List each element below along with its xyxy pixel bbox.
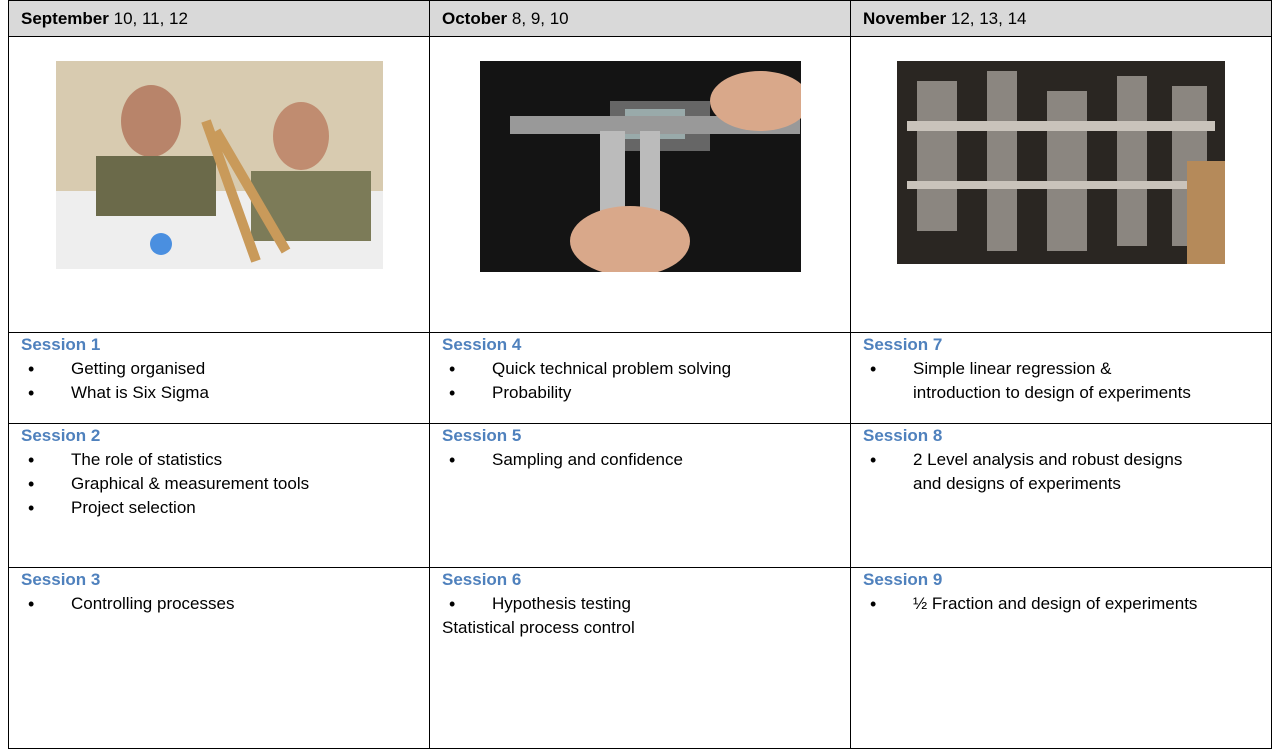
session-title: Session 8 [863, 426, 943, 445]
image-cell [8, 36, 430, 333]
month: October [442, 8, 508, 28]
days: 8, 9, 10 [511, 8, 569, 28]
session-text: Statistical process control [442, 618, 635, 637]
session-item: Project selection [21, 496, 361, 520]
session-item: Graphical & measurement tools [21, 472, 361, 496]
session-item: Getting organised [21, 357, 361, 381]
session-item: The role of statistics [21, 448, 361, 472]
session-item: Sampling and confidence [442, 448, 782, 472]
schedule-table: September 10, 11, 12 October 8, 9, 10 Nove… [8, 0, 1272, 749]
session-cell: Session 2 The role of statisticsGraphical… [8, 423, 430, 568]
month: September [21, 8, 109, 28]
session-item: Quick technical problem solving [442, 357, 782, 381]
header-cell: October 8, 9, 10 [429, 0, 851, 37]
session-item: ½ Fraction and design of experiments [863, 592, 1203, 616]
session-item: Hypothesis testing [442, 592, 782, 616]
photo [55, 61, 383, 269]
session-cell: Session 8 2 Level analysis and robust des… [850, 423, 1272, 568]
header-cell: September 10, 11, 12 [8, 0, 430, 37]
session-title: Session 2 [21, 426, 101, 445]
session-item: 2 Level analysis and robust designs and … [863, 448, 1203, 496]
session-cell: Session 3 Controlling processes [8, 567, 430, 749]
session-row: Session 1 Getting organisedWhat is Six Si… [8, 332, 1272, 424]
session-title: Session 1 [21, 335, 101, 354]
image-row [8, 36, 1272, 333]
session-items: ½ Fraction and design of experiments [863, 592, 1259, 616]
session-item: Simple linear regression & introduction … [863, 357, 1203, 405]
session-item: Controlling processes [21, 592, 361, 616]
session-items: Controlling processes [21, 592, 417, 616]
session-title: Session 6 [442, 570, 522, 589]
header-cell: November 12, 13, 14 [850, 0, 1272, 37]
image-cell [429, 36, 851, 333]
session-items: Simple linear regression & introduction … [863, 357, 1259, 405]
photo [897, 61, 1225, 264]
session-cell: Session 4 Quick technical problem solving… [429, 332, 851, 424]
session-title: Session 4 [442, 335, 522, 354]
header-row: September 10, 11, 12 October 8, 9, 10 Nove… [8, 0, 1272, 37]
session-row: Session 2 The role of statisticsGraphical… [8, 423, 1272, 568]
session-items: Getting organisedWhat is Six Sigma [21, 357, 417, 405]
month: November [863, 8, 947, 28]
session-title: Session 7 [863, 335, 943, 354]
session-item: What is Six Sigma [21, 381, 361, 405]
days: 12, 13, 14 [950, 8, 1027, 28]
session-cell: Session 6 Hypothesis testing Statistical p… [429, 567, 851, 749]
session-row: Session 3 Controlling processes Session 6 H… [8, 567, 1272, 749]
session-title: Session 5 [442, 426, 522, 445]
photo [479, 61, 810, 276]
session-items: Sampling and confidence [442, 448, 838, 472]
session-items: 2 Level analysis and robust designs and … [863, 448, 1259, 496]
session-cell: Session 5 Sampling and confidence [429, 423, 851, 568]
session-item: Probability [442, 381, 782, 405]
session-title: Session 9 [863, 570, 943, 589]
session-title: Session 3 [21, 570, 101, 589]
session-cell: Session 9 ½ Fraction and design of experi… [850, 567, 1272, 749]
image-cell [850, 36, 1272, 333]
session-items: Hypothesis testing [442, 592, 838, 616]
session-items: Quick technical problem solvingProbabili… [442, 357, 838, 405]
session-cell: Session 7 Simple linear regression & intr… [850, 332, 1272, 424]
days: 10, 11, 12 [113, 8, 188, 28]
session-items: The role of statisticsGraphical & measur… [21, 448, 417, 520]
session-cell: Session 1 Getting organisedWhat is Six Si… [8, 332, 430, 424]
